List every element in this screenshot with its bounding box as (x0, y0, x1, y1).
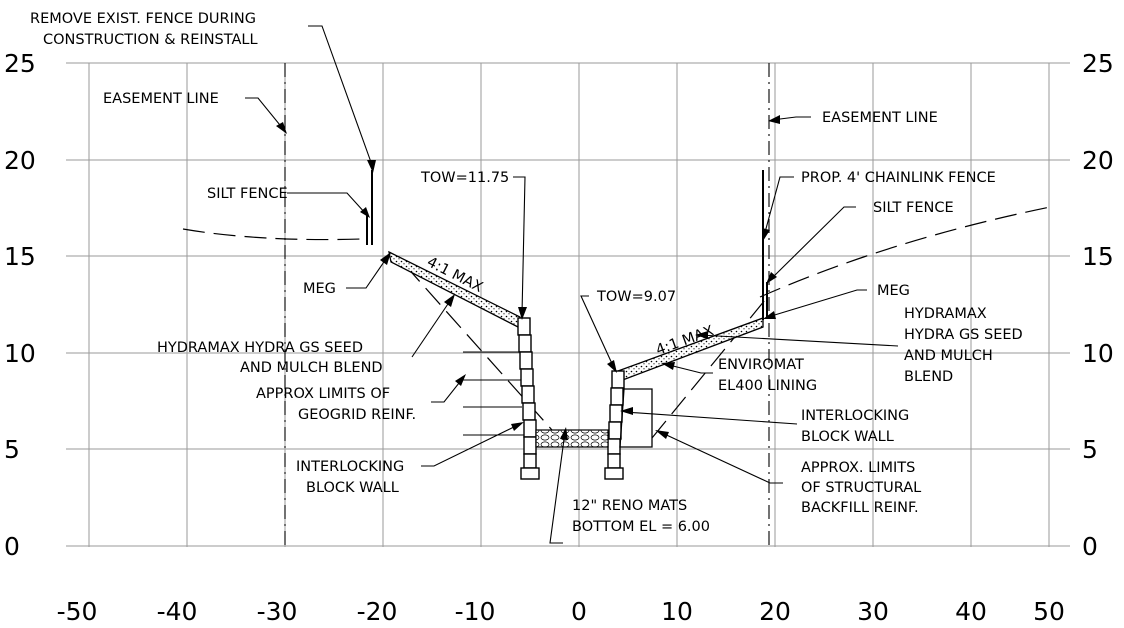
label-hydramax-right: AND MULCH (904, 348, 993, 364)
label-reno-mats: 12" RENO MATS (572, 498, 687, 514)
label-meg-right: MEG (877, 283, 910, 299)
label-hydramax-left: HYDRAMAX HYDRA GS SEED (157, 340, 363, 356)
geogrid-reinforcement (463, 351, 524, 436)
x-tick-label: 40 (955, 597, 987, 626)
label-reno-mats: BOTTOM EL = 6.00 (572, 519, 710, 535)
label-remove-fence: CONSTRUCTION & REINSTALL (43, 32, 258, 48)
label-chainlink-fence: PROP. 4' CHAINLINK FENCE (801, 170, 996, 186)
x-tick-label: -10 (455, 597, 496, 626)
x-tick-label: 0 (571, 597, 587, 626)
label-silt-fence-left: SILT FENCE (207, 186, 288, 202)
y-axis-right: 25 20 15 10 5 0 (1082, 49, 1114, 561)
label-structural-backfill: BACKFILL REINF. (801, 500, 919, 516)
y-tick-label: 20 (1082, 146, 1114, 175)
label-easement-line-left: EASEMENT LINE (103, 91, 219, 107)
label-geogrid: GEOGRID REINF. (298, 407, 416, 423)
label-structural-backfill: OF STRUCTURAL (801, 480, 921, 496)
x-tick-label: -50 (57, 597, 98, 626)
y-tick-label: 10 (4, 339, 36, 368)
annotations: REMOVE EXIST. FENCE DURING CONSTRUCTION … (30, 11, 1023, 535)
label-hydramax-right: HYDRA GS SEED (904, 327, 1023, 343)
x-tick-label: 50 (1033, 597, 1065, 626)
label-hydramax-right: BLEND (904, 369, 953, 385)
reno-mats (535, 429, 609, 448)
x-tick-label: 10 (661, 597, 693, 626)
label-hydramax-right: HYDRAMAX (904, 306, 987, 322)
label-geogrid: APPROX LIMITS OF (256, 386, 390, 402)
label-block-wall-right: BLOCK WALL (801, 429, 894, 445)
y-tick-label: 15 (1082, 242, 1114, 271)
y-tick-label: 20 (4, 146, 36, 175)
label-meg-left: MEG (303, 281, 336, 297)
x-tick-label: -40 (157, 597, 198, 626)
label-easement-line-right: EASEMENT LINE (822, 110, 938, 126)
x-axis: -50 -40 -30 -20 -10 0 10 20 30 40 50 (57, 597, 1065, 626)
y-tick-label: 15 (4, 242, 36, 271)
existing-ground-right (759, 206, 1051, 298)
x-tick-label: 30 (857, 597, 889, 626)
seed-mulch-slope-left (388, 250, 521, 330)
label-hydramax-left: AND MULCH BLEND (240, 360, 383, 376)
y-tick-label: 0 (1082, 532, 1098, 561)
label-remove-fence: REMOVE EXIST. FENCE DURING (30, 11, 256, 27)
grid (66, 62, 1070, 547)
label-enviromat: ENVIROMAT (718, 357, 804, 373)
block-wall-right (604, 370, 625, 480)
y-tick-label: 25 (1082, 49, 1114, 78)
label-block-wall-right: INTERLOCKING (801, 408, 909, 424)
label-structural-backfill: APPROX. LIMITS (801, 460, 915, 476)
existing-ground-left (182, 228, 363, 241)
x-tick-label: -30 (257, 597, 298, 626)
y-tick-label: 25 (4, 49, 36, 78)
y-tick-label: 0 (4, 532, 20, 561)
label-block-wall-left: INTERLOCKING (296, 459, 404, 475)
label-tow-left: TOW=11.75 (420, 170, 509, 186)
leader-lines (245, 25, 899, 544)
y-axis-left: 25 20 15 10 5 0 (4, 49, 36, 561)
fence-right (762, 170, 768, 320)
fence-left (366, 170, 373, 245)
label-silt-fence-right: SILT FENCE (873, 200, 954, 216)
label-tow-right: TOW=9.07 (596, 289, 676, 305)
x-tick-label: -20 (357, 597, 398, 626)
geogrid-limit-line (404, 264, 553, 431)
block-wall-left (517, 317, 540, 480)
label-enviromat: EL400 LINING (718, 378, 817, 394)
structural-backfill (619, 388, 653, 448)
y-tick-label: 5 (1082, 435, 1098, 464)
y-tick-label: 10 (1082, 339, 1114, 368)
x-tick-label: 20 (759, 597, 791, 626)
y-tick-label: 5 (4, 435, 20, 464)
label-block-wall-left: BLOCK WALL (306, 480, 399, 496)
